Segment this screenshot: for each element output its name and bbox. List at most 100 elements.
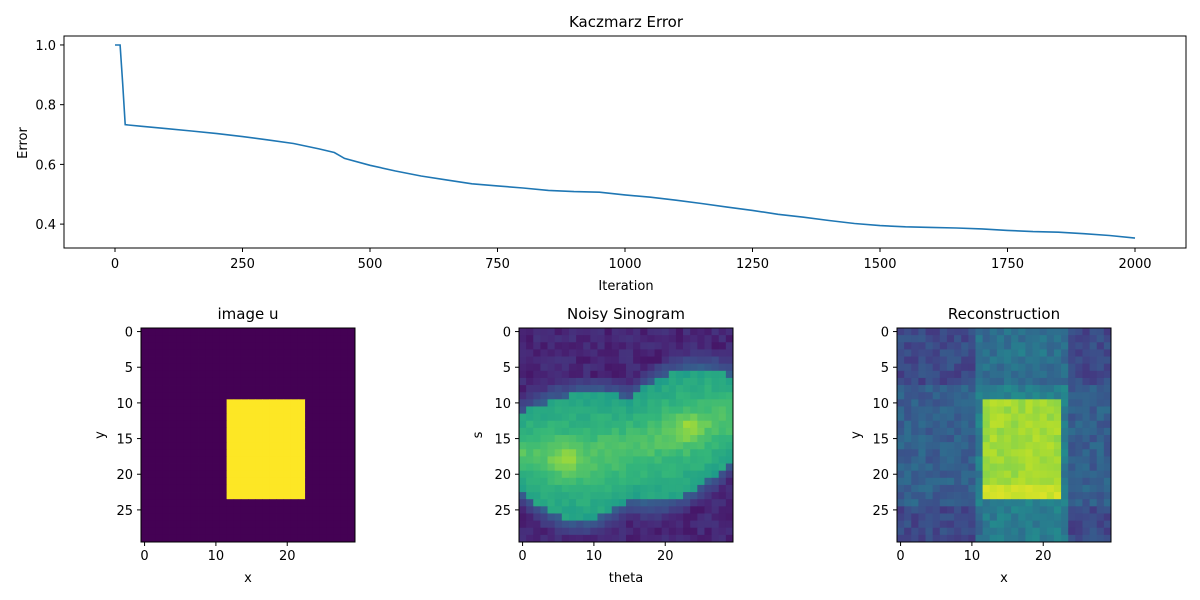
heatmap-cell xyxy=(1053,420,1062,429)
heatmap-cell xyxy=(718,392,727,400)
heatmap-cell xyxy=(711,499,720,507)
heatmap-cell xyxy=(675,435,684,443)
heatmap-cell xyxy=(212,520,220,529)
heatmap-cell xyxy=(148,520,156,529)
heatmap-cell xyxy=(326,399,334,407)
heatmap-cell xyxy=(618,392,627,400)
heatmap-cell xyxy=(176,442,185,450)
heatmap-cell xyxy=(1046,527,1055,536)
heatmap-cell xyxy=(690,470,698,479)
heatmap-cell xyxy=(333,449,342,457)
heatmap-cell xyxy=(540,406,548,414)
heatmap-cell xyxy=(319,499,327,507)
heatmap-cell xyxy=(340,413,349,422)
heatmap-cell xyxy=(219,328,227,336)
heatmap-cell xyxy=(155,520,163,529)
heatmap-cell xyxy=(1011,427,1019,436)
heatmap-cell xyxy=(1018,442,1026,450)
heatmap-cell xyxy=(526,335,534,343)
heatmap-cell xyxy=(141,385,149,393)
heatmap-cell xyxy=(1082,370,1090,379)
heatmap-cell xyxy=(1061,477,1069,486)
x-tick-label: 20 xyxy=(657,549,674,564)
heatmap-cell xyxy=(626,470,634,479)
heatmap-cell xyxy=(547,449,556,457)
heatmap-cell xyxy=(169,385,178,393)
heatmap-cell xyxy=(925,435,934,443)
heatmap-cell xyxy=(319,385,327,393)
heatmap-cell xyxy=(1075,442,1083,450)
heatmap-cell xyxy=(155,513,163,521)
heatmap-cell xyxy=(340,534,349,543)
heatmap-cell xyxy=(283,477,292,486)
heatmap-cell xyxy=(611,520,620,529)
heatmap-cell xyxy=(946,335,955,343)
heatmap-cell xyxy=(340,527,349,536)
heatmap-cell xyxy=(668,492,677,500)
heatmap-cell xyxy=(262,527,270,536)
heatmap-cell xyxy=(340,342,349,350)
heatmap-cell xyxy=(347,427,356,436)
heatmap-cell xyxy=(183,513,192,521)
heatmap-cell xyxy=(269,406,277,414)
heatmap-cell xyxy=(1075,370,1083,379)
heatmap-cell xyxy=(904,335,912,343)
heatmap-cell xyxy=(697,506,705,514)
heatmap-cell xyxy=(583,449,591,457)
heatmap-cell xyxy=(640,506,648,514)
heatmap-cell xyxy=(219,363,227,372)
heatmap-cell xyxy=(897,377,905,386)
heatmap-cell xyxy=(198,392,206,400)
heatmap-cell xyxy=(1075,328,1083,336)
heatmap-cell xyxy=(925,456,934,464)
heatmap-cell xyxy=(312,534,320,543)
heatmap-cell xyxy=(711,370,720,379)
heatmap-cell xyxy=(248,370,256,379)
heatmap-cell xyxy=(319,463,327,472)
heatmap-cell xyxy=(583,492,591,500)
heatmap-cell xyxy=(1053,477,1062,486)
heatmap-cell xyxy=(1004,342,1012,350)
heatmap-cell xyxy=(540,420,548,429)
y-tick-label: 5 xyxy=(125,361,133,376)
heatmap-cell xyxy=(904,399,912,407)
heatmap-cell xyxy=(982,363,991,372)
heatmap-cell xyxy=(633,413,641,422)
heatmap-cell xyxy=(925,499,934,507)
heatmap-cell xyxy=(996,520,1005,529)
heatmap-cell xyxy=(212,420,220,429)
heatmap-cell xyxy=(697,470,705,479)
heatmap-cell xyxy=(904,420,912,429)
heatmap-cell xyxy=(675,463,684,472)
heatmap-cell xyxy=(954,534,962,543)
heatmap-cell xyxy=(155,435,163,443)
heatmap-cell xyxy=(561,370,570,379)
heatmap-cell xyxy=(1061,470,1069,479)
heatmap-cell xyxy=(1011,363,1019,372)
heatmap-cell xyxy=(526,527,534,536)
heatmap-cell xyxy=(233,427,242,436)
heatmap-cell xyxy=(1082,520,1090,529)
heatmap-cell xyxy=(1103,427,1112,436)
heatmap-cell xyxy=(540,499,548,507)
heatmap-cell xyxy=(1061,534,1069,543)
heatmap-cell xyxy=(198,499,206,507)
heatmap-cell xyxy=(633,406,641,414)
heatmap-cell xyxy=(897,463,905,472)
heatmap-cell xyxy=(297,527,306,536)
heatmap-cell xyxy=(333,506,342,514)
heatmap-cell xyxy=(704,385,712,393)
heatmap-cell xyxy=(219,349,227,357)
heatmap-cell xyxy=(989,363,998,372)
heatmap-cell xyxy=(597,513,605,521)
heatmap-cell xyxy=(576,370,584,379)
heatmap-cell xyxy=(1103,363,1112,372)
heatmap-cell xyxy=(911,463,919,472)
heatmap-cell xyxy=(1011,399,1019,407)
heatmap-cell xyxy=(1046,335,1055,343)
heatmap-cell xyxy=(183,470,192,479)
heatmap-cell xyxy=(911,413,919,422)
heatmap-cell xyxy=(968,335,976,343)
heatmap-cell xyxy=(262,349,270,357)
heatmap-cell xyxy=(1032,477,1041,486)
